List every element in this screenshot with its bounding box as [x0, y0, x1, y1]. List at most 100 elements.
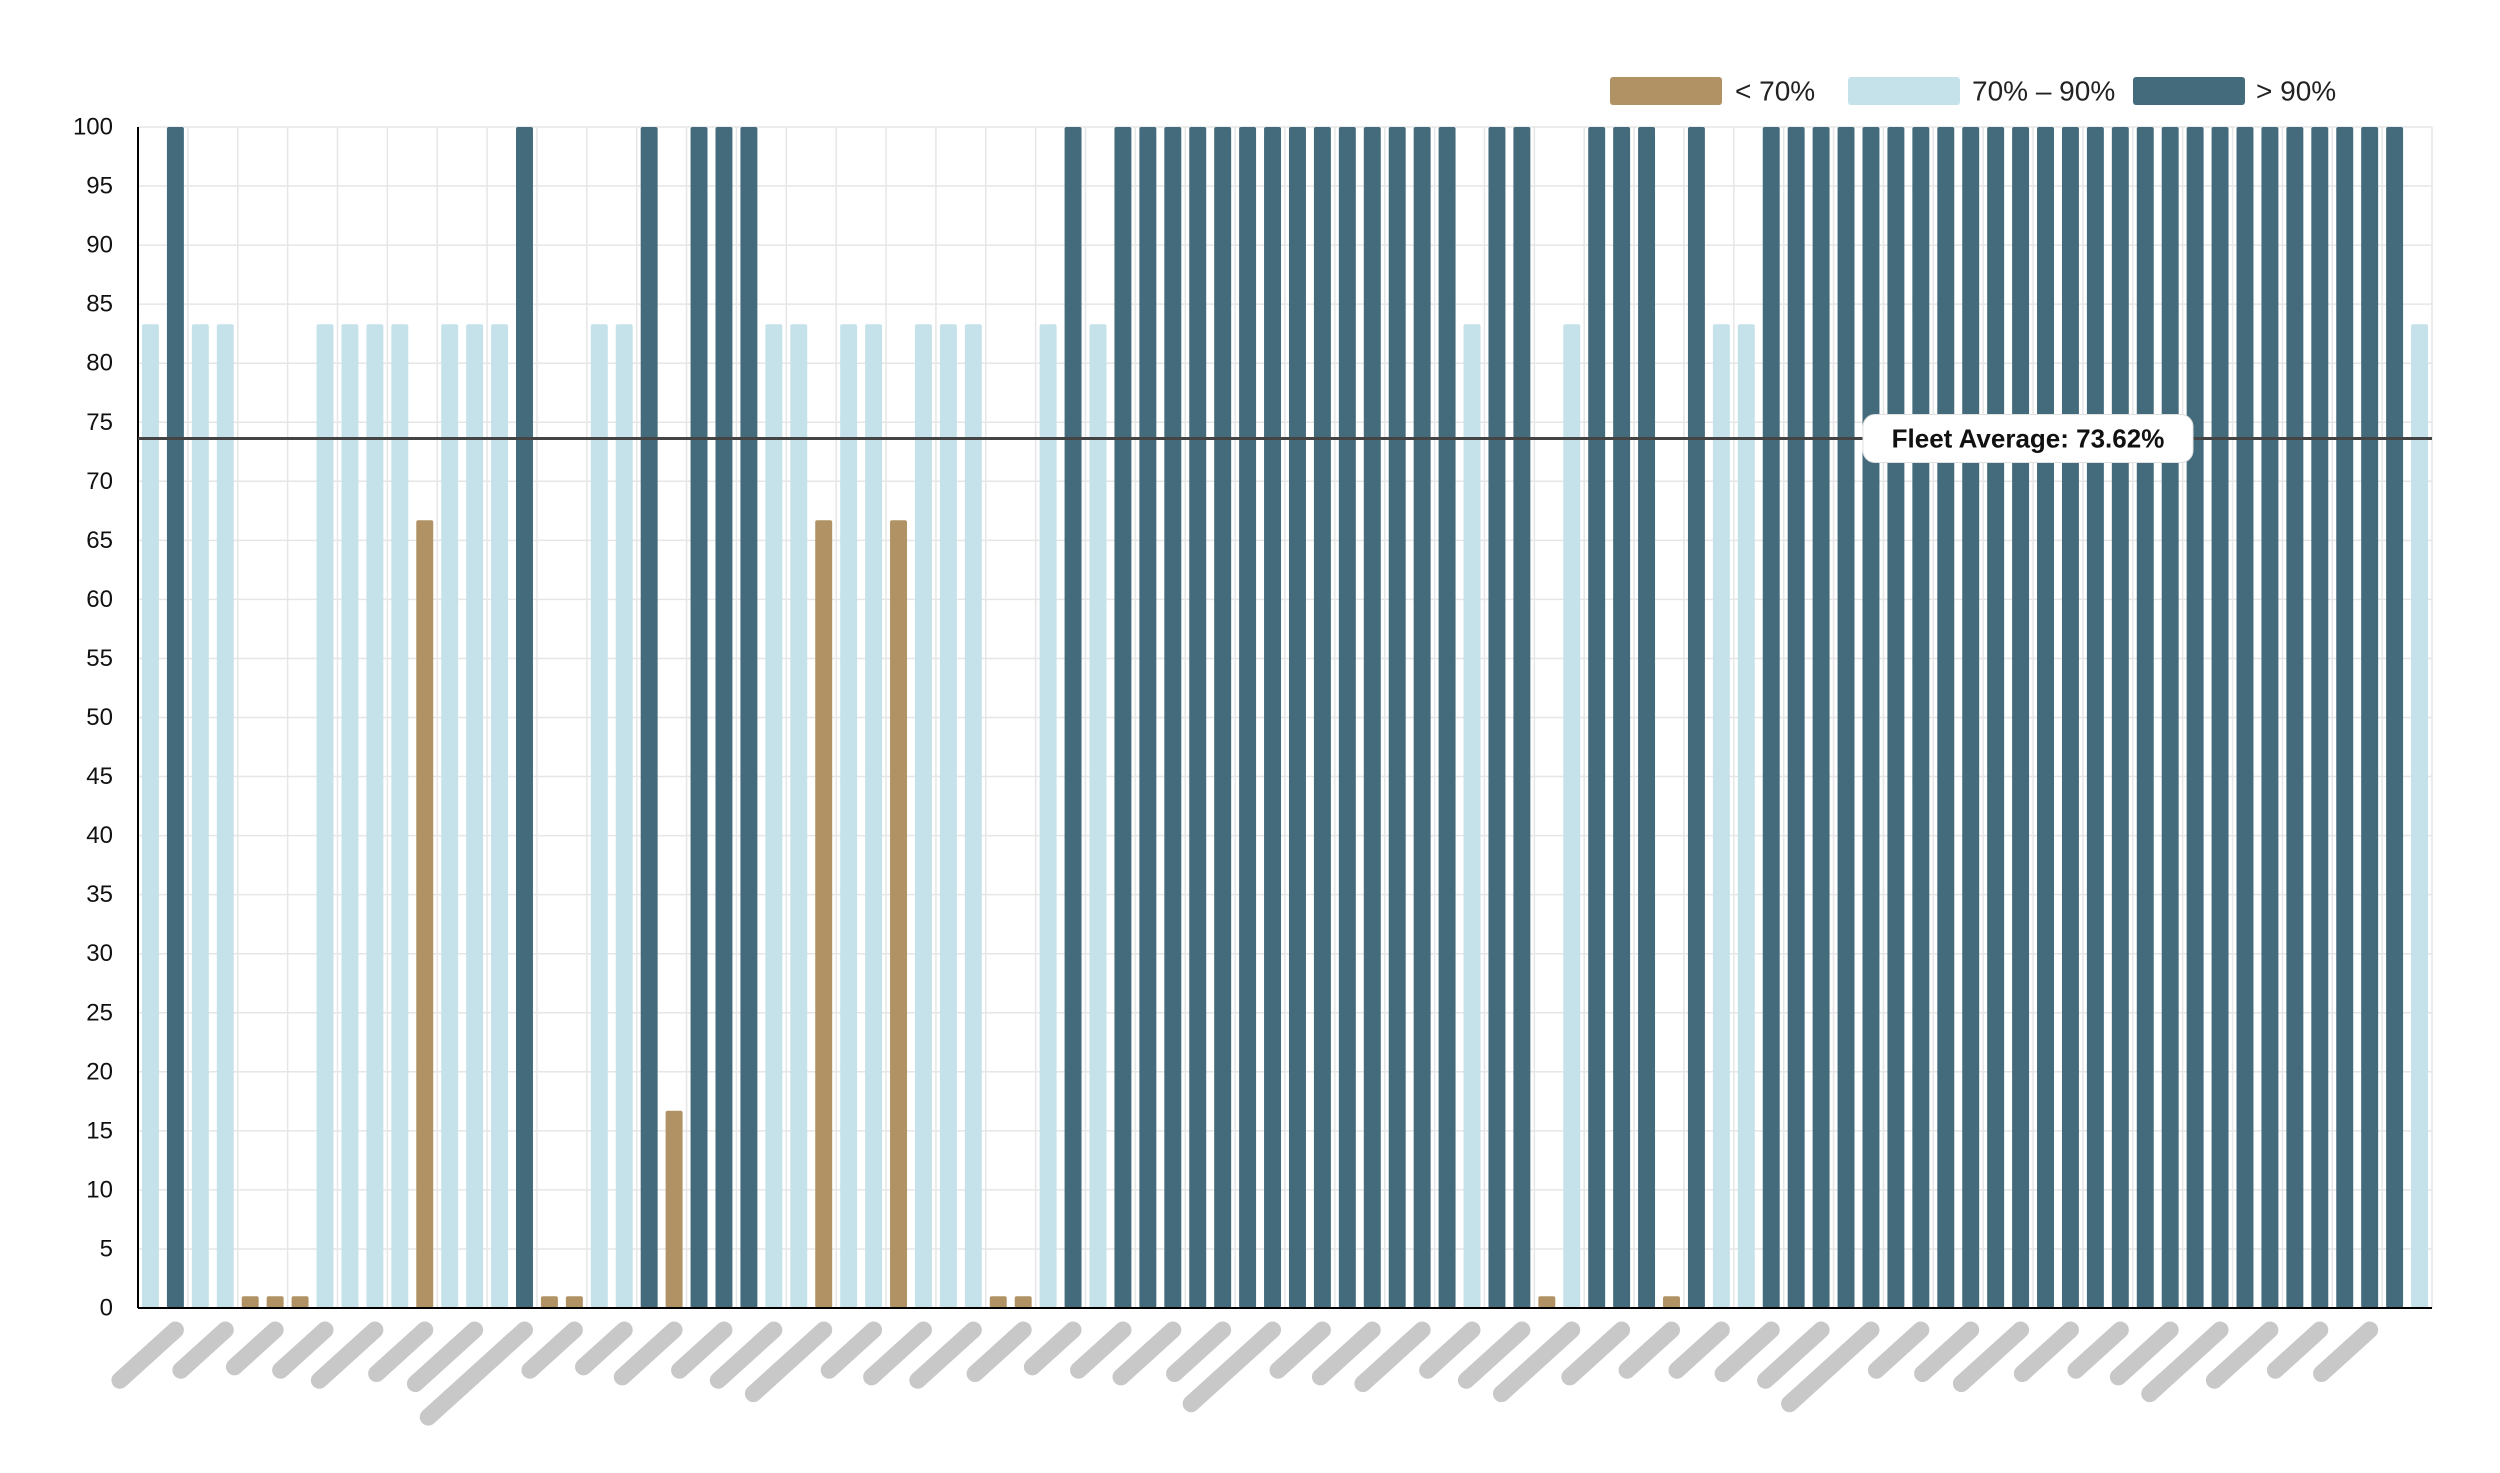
bar-79[interactable]: [2086, 127, 2104, 1308]
bar-11[interactable]: [391, 324, 409, 1308]
bar-23[interactable]: [690, 127, 708, 1308]
bar-56[interactable]: [1513, 127, 1531, 1308]
bar-59[interactable]: [1588, 127, 1606, 1308]
bar-57[interactable]: [1538, 1296, 1556, 1308]
bar-18[interactable]: [565, 1296, 583, 1308]
bar-10[interactable]: [366, 324, 384, 1308]
bar-34[interactable]: [964, 324, 982, 1308]
bar-30[interactable]: [865, 324, 883, 1308]
bar-29[interactable]: [840, 324, 858, 1308]
y-tick-label: 35: [86, 881, 113, 908]
bar-13[interactable]: [441, 324, 459, 1308]
bar-43[interactable]: [1189, 127, 1207, 1308]
legend-item-high[interactable]: > 90%: [2133, 76, 2336, 107]
bar-88[interactable]: [2311, 127, 2329, 1308]
bar-47[interactable]: [1288, 127, 1306, 1308]
bar-90[interactable]: [2361, 127, 2379, 1308]
bar-73[interactable]: [1937, 127, 1955, 1308]
bar-46[interactable]: [1264, 127, 1282, 1308]
bar-78[interactable]: [2061, 127, 2079, 1308]
bar-83[interactable]: [2186, 127, 2204, 1308]
bar-21[interactable]: [640, 127, 658, 1308]
bar-28[interactable]: [815, 520, 833, 1308]
bar-1[interactable]: [141, 324, 159, 1308]
bar-49[interactable]: [1338, 127, 1356, 1308]
bar-51[interactable]: [1388, 127, 1406, 1308]
bar-36[interactable]: [1014, 1296, 1032, 1308]
bar-71[interactable]: [1887, 127, 1905, 1308]
x-tick-label-redacted: [613, 1321, 683, 1386]
bar-72[interactable]: [1912, 127, 1930, 1308]
bar-3[interactable]: [191, 324, 209, 1308]
bar-37[interactable]: [1039, 324, 1057, 1308]
bar-82[interactable]: [2161, 127, 2179, 1308]
bar-27[interactable]: [790, 324, 808, 1308]
bar-53[interactable]: [1438, 127, 1456, 1308]
bar-76[interactable]: [2012, 127, 2030, 1308]
bar-67[interactable]: [1787, 127, 1805, 1308]
fleet-average-label: Fleet Average: 73.62%: [1892, 424, 2165, 454]
bar-15[interactable]: [491, 324, 509, 1308]
x-tick-label-redacted: [1867, 1321, 1930, 1379]
bar-42[interactable]: [1164, 127, 1182, 1308]
bar-80[interactable]: [2111, 127, 2129, 1308]
bar-50[interactable]: [1363, 127, 1381, 1308]
bar-33[interactable]: [939, 324, 957, 1308]
bar-14[interactable]: [466, 324, 484, 1308]
bar-40[interactable]: [1114, 127, 1132, 1308]
bar-22[interactable]: [665, 1110, 683, 1308]
bar-61[interactable]: [1638, 127, 1656, 1308]
bar-20[interactable]: [615, 324, 633, 1308]
bar-26[interactable]: [765, 324, 783, 1308]
bar-64[interactable]: [1712, 324, 1730, 1308]
bar-75[interactable]: [1987, 127, 2005, 1308]
bar-41[interactable]: [1139, 127, 1157, 1308]
legend-item-low[interactable]: < 70%: [1610, 76, 1815, 107]
bar-39[interactable]: [1089, 324, 1107, 1308]
bar-84[interactable]: [2211, 127, 2229, 1308]
bar-17[interactable]: [540, 1296, 558, 1308]
bar-68[interactable]: [1812, 127, 1830, 1308]
bar-91[interactable]: [2386, 127, 2404, 1308]
bar-74[interactable]: [1962, 127, 1980, 1308]
bar-44[interactable]: [1214, 127, 1232, 1308]
bar-58[interactable]: [1563, 324, 1581, 1308]
bar-45[interactable]: [1239, 127, 1257, 1308]
bar-77[interactable]: [2037, 127, 2054, 1308]
bar-48[interactable]: [1313, 127, 1331, 1308]
bar-52[interactable]: [1413, 127, 1431, 1308]
bar-81[interactable]: [2136, 127, 2154, 1308]
bar-19[interactable]: [590, 324, 608, 1308]
bar-9[interactable]: [341, 324, 359, 1308]
bar-16[interactable]: [516, 127, 533, 1308]
bar-65[interactable]: [1737, 324, 1755, 1308]
legend-item-mid[interactable]: 70% – 90%: [1848, 76, 2115, 107]
bar-4[interactable]: [216, 324, 234, 1308]
bar-5[interactable]: [241, 1296, 259, 1308]
bar-85[interactable]: [2236, 127, 2254, 1308]
bar-54[interactable]: [1463, 324, 1481, 1308]
bar-60[interactable]: [1613, 127, 1631, 1308]
bar-7[interactable]: [291, 1296, 309, 1308]
bar-89[interactable]: [2336, 127, 2354, 1308]
bar-35[interactable]: [989, 1296, 1007, 1308]
bar-12[interactable]: [416, 520, 434, 1308]
bar-69[interactable]: [1837, 127, 1855, 1308]
bar-92[interactable]: [2411, 324, 2429, 1308]
bar-2[interactable]: [166, 127, 184, 1308]
bar-63[interactable]: [1687, 127, 1705, 1308]
bar-70[interactable]: [1862, 127, 1880, 1308]
bar-6[interactable]: [266, 1296, 284, 1308]
bar-24[interactable]: [715, 127, 733, 1308]
bar-25[interactable]: [740, 127, 758, 1308]
x-tick-labels: [111, 1321, 2379, 1426]
bar-31[interactable]: [890, 520, 907, 1308]
bar-66[interactable]: [1762, 127, 1780, 1308]
bar-87[interactable]: [2286, 127, 2304, 1308]
bar-32[interactable]: [914, 324, 932, 1308]
bar-38[interactable]: [1064, 127, 1082, 1308]
bar-86[interactable]: [2261, 127, 2279, 1308]
bar-62[interactable]: [1663, 1296, 1680, 1308]
bar-8[interactable]: [316, 324, 334, 1308]
bar-55[interactable]: [1488, 127, 1506, 1308]
